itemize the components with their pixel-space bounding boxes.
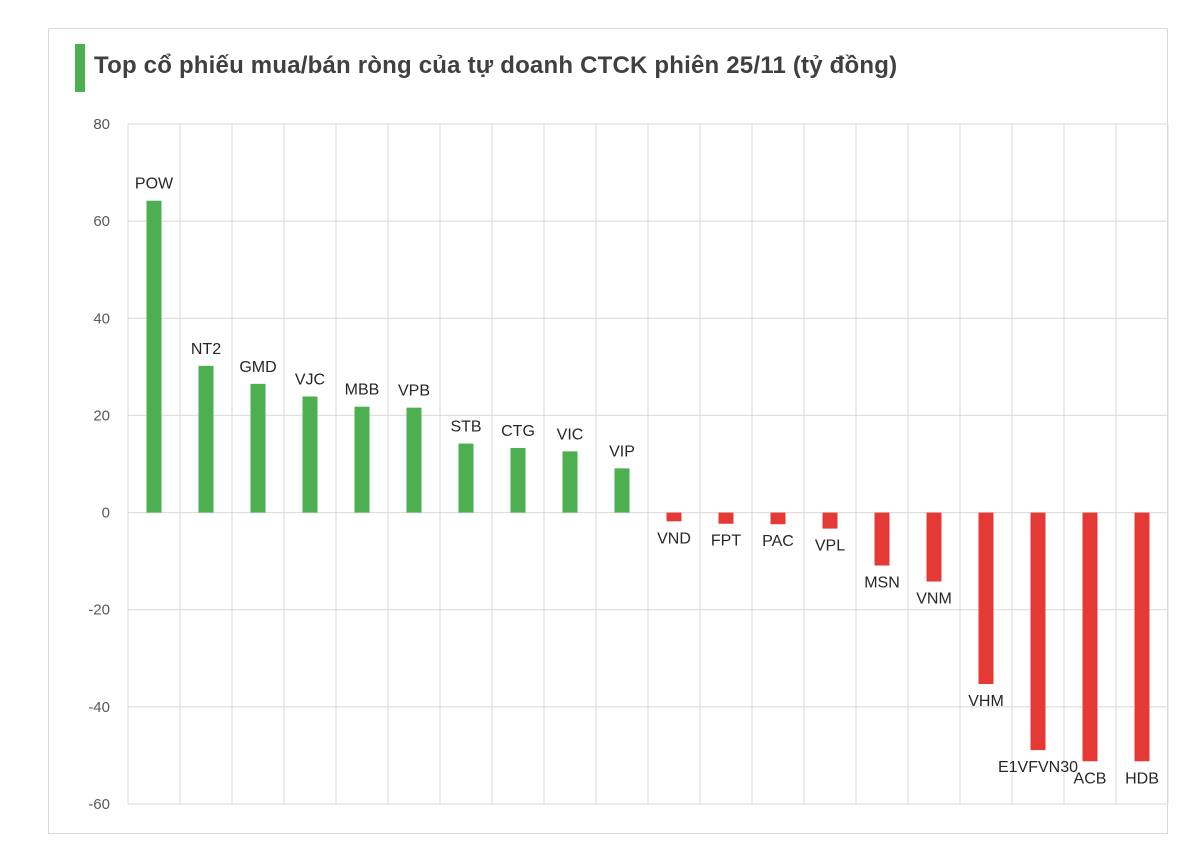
y-tick-label: 20: [93, 407, 110, 424]
bar-gmd: [250, 383, 266, 513]
bar-mbb: [354, 406, 370, 513]
y-tick-label: 0: [102, 505, 110, 522]
bar-label: VJC: [295, 371, 325, 388]
y-tick-label: -60: [88, 796, 110, 813]
bar-label: FPT: [711, 533, 741, 550]
bar-label: CTG: [501, 423, 535, 440]
bar-label: VIP: [609, 443, 635, 460]
y-tick-label: -20: [88, 602, 110, 619]
y-tick-label: -40: [88, 699, 110, 716]
bar-vhm: [978, 512, 994, 685]
bar-label: MBB: [345, 382, 380, 399]
bar-stb: [458, 443, 474, 513]
bar-label: VPB: [398, 383, 430, 400]
bar-label: E1VFVN30: [998, 759, 1078, 776]
bar-nt2: [198, 365, 214, 513]
chart-title: Top cổ phiếu mua/bán ròng của tự doanh C…: [94, 52, 898, 79]
bar-hdb: [1134, 512, 1150, 762]
bar-msn: [874, 512, 890, 566]
bar-fpt: [718, 512, 734, 524]
title-accent-bar: [75, 44, 85, 92]
bar-label: STB: [450, 419, 481, 436]
y-tick-label: 60: [93, 213, 110, 230]
bar-label: VPL: [815, 538, 845, 555]
y-tick-label: 40: [93, 310, 110, 327]
bar-vip: [614, 468, 630, 513]
bar-label: POW: [135, 176, 174, 193]
bar-pac: [770, 512, 786, 525]
bar-vnd: [666, 512, 682, 522]
bar-vnm: [926, 512, 942, 582]
bar-vic: [562, 451, 578, 513]
bar-pow: [146, 200, 162, 513]
bar-label: HDB: [1125, 770, 1159, 787]
bar-vpb: [406, 407, 422, 513]
bar-vjc: [302, 396, 318, 513]
bar-label: NT2: [191, 341, 221, 358]
chart-frame: [48, 28, 1168, 834]
bar-vpl: [822, 512, 838, 529]
bar-e1vfvn30: [1030, 512, 1046, 751]
bar-label: VHM: [968, 693, 1004, 710]
bar-ctg: [510, 447, 526, 513]
y-tick-label: 80: [93, 116, 110, 133]
bar-label: ACB: [1074, 770, 1107, 787]
bar-label: PAC: [762, 533, 794, 550]
bar-label: VND: [657, 530, 691, 547]
bar-label: VIC: [557, 426, 584, 443]
bar-label: GMD: [239, 359, 276, 376]
bar-label: MSN: [864, 575, 900, 592]
bar-acb: [1082, 512, 1098, 762]
bar-label: VNM: [916, 591, 952, 608]
